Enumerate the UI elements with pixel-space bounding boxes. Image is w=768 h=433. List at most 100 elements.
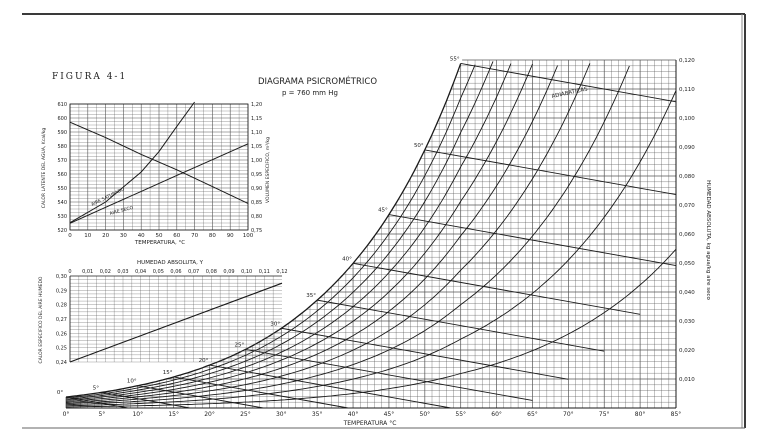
relative-humidity-curve: [65, 63, 512, 401]
main-ticks: 0° 5° 10° 15° 20° 25° 30° 35° 40° 45° 50° 55° 0° 5° 10…: [57, 56, 695, 418]
inset1-x-tick: 100: [243, 233, 254, 239]
inset2-x-tick: 0: [68, 269, 71, 275]
main-x-tick: 55°: [455, 411, 466, 418]
relative-humidity-curve: [65, 61, 494, 400]
saturation-temperature-label: 20°: [199, 358, 209, 364]
main-y-tick: 0,010: [679, 377, 695, 383]
adiabatic-line: [173, 376, 349, 409]
adiabatic-line: [388, 214, 677, 267]
inset1-right-tick: 1,20: [251, 102, 262, 108]
inset1-right-tick: 1,05: [251, 144, 262, 150]
inset1-left-tick: 540: [57, 200, 67, 206]
inset1-left-axis-label: CALOR LATENTE DEL AGUA, Kcal/kg: [41, 128, 47, 209]
inset2-grid: [69, 275, 282, 363]
inset1-left-tick: 600: [57, 116, 67, 122]
inset2-y-axis-label: CALOR ESPECIFICO DEL AIRE HUMEDO: [38, 276, 44, 363]
saturation-temperature-label: 55°: [450, 56, 460, 62]
main-y-tick: 0,040: [679, 290, 695, 296]
relative-humidity-curve: [66, 248, 677, 408]
inset2-y-tick: 0,27: [56, 317, 67, 323]
inset1-x-tick: 80: [209, 233, 216, 239]
main-x-tick: 40°: [348, 411, 359, 418]
inset2-y-tick: 0,30: [56, 274, 67, 280]
inset1-x-tick: 30: [120, 233, 127, 239]
adiabatic-line: [317, 299, 605, 352]
main-x-tick: 25°: [240, 411, 251, 418]
inset1-right-tick: 1,00: [251, 158, 262, 164]
inset1-x-tick: 50: [156, 233, 163, 239]
inset2-x-tick: 0,09: [223, 269, 234, 275]
inset1-x-tick: 90: [227, 233, 234, 239]
inset1-x-tick: 40: [138, 233, 145, 239]
adiabatic-line: [281, 327, 569, 380]
main-y-tick: 0,100: [679, 116, 695, 122]
main-y-tick: 0,120: [679, 58, 695, 64]
main-y-tick: 0,050: [679, 261, 695, 267]
saturation-temperature-label: 45°: [378, 208, 388, 214]
inset2-x-tick: 0,03: [117, 269, 128, 275]
psychrometric-chart: 0° 5° 10° 15° 20° 25° 30° 35° 40° 45° 50° 55° 0° 5° 10…: [57, 56, 711, 427]
main-x-tick: 50°: [420, 411, 431, 418]
inset1-right-tick: 0,85: [251, 200, 262, 206]
main-y-tick: 0,060: [679, 232, 695, 238]
saturation-temperature-label: 30°: [270, 321, 280, 327]
main-y-tick: 0,110: [679, 87, 695, 93]
inset2-x-tick: 0,01: [82, 269, 93, 275]
main-y-tick: 0,020: [679, 348, 695, 354]
inset1-series-line: [69, 143, 249, 224]
specific-heat-inset: 0 0,01 0,02 0,03 0,04 0,05 0,06 0,07 0,08 0,09 0,1…: [38, 260, 288, 366]
inset2-y-tick: 0,24: [56, 360, 67, 366]
adiabatic-line: [460, 63, 677, 103]
inset1-grid: [69, 103, 249, 231]
inset2-x-tick: 0,02: [100, 269, 111, 275]
inset1-left-tick: 610: [57, 102, 67, 108]
inset1-left-tick: 570: [57, 158, 67, 164]
inset1-left-tick: 560: [57, 172, 67, 178]
saturation-temperature-label: 35°: [306, 293, 316, 299]
saturation-temperature-label: 10°: [127, 379, 137, 385]
inset2-x-tick: 0,10: [241, 269, 252, 275]
main-subtitle: p = 760 mm Hg: [282, 89, 338, 97]
inset1-x-tick: 60: [173, 233, 180, 239]
inset2-x-tick: 0,08: [206, 269, 217, 275]
main-lines: [65, 60, 677, 409]
inset2-x-tick: 0,12: [276, 269, 287, 275]
main-x-tick: 70°: [563, 411, 574, 418]
inset1-right-tick: 0,95: [251, 172, 262, 178]
inset2-y-tick: 0,26: [56, 331, 67, 337]
main-y-tick: 0,070: [679, 203, 695, 209]
main-y-axis-label: HUMEDAD ABSOLUTA, kg agua/kg aire seco: [705, 180, 711, 300]
inset1-right-tick: 0,90: [251, 186, 262, 192]
inset2-y-tick: 0,25: [56, 346, 67, 352]
main-x-tick: 20°: [204, 411, 215, 418]
inset2-x-tick: 0,05: [153, 269, 164, 275]
relative-humidity-curve: [65, 64, 476, 399]
main-x-tick: 35°: [312, 411, 323, 418]
main-title: DIAGRAMA PSICROMÉTRICO: [258, 75, 377, 87]
main-y-tick: 0,090: [679, 145, 695, 151]
adiabatic-line: [137, 385, 264, 409]
figure-label: FIGURA 4-1: [52, 72, 127, 82]
inset2-series-line: [69, 282, 283, 363]
inset2-x-tick: 0,11: [259, 269, 270, 275]
inset1-x-axis-label: TEMPERATURA, °C: [134, 240, 185, 246]
main-x-tick: 45°: [384, 411, 395, 418]
main-x-tick: 30°: [276, 411, 287, 418]
inset1-x-tick: 10: [84, 233, 91, 239]
saturation-temperature-label: 5°: [93, 385, 99, 391]
inset2-x-tick: 0,06: [170, 269, 181, 275]
saturation-temperature-label: 0°: [57, 390, 63, 396]
saturation-temperature-label: 50°: [414, 143, 424, 149]
main-x-tick: 0°: [63, 411, 70, 418]
inset1-ticks: 0 10 20 30 40 50 60 70 80 90 100 610 600 590 580 570 560…: [57, 102, 262, 239]
inset1-series-line: [69, 101, 196, 224]
latent-heat-inset: 0 10 20 30 40 50 60 70 80 90 100 610 600 590 580 570 560…: [41, 101, 271, 246]
inset1-left-tick: 580: [57, 144, 67, 150]
adiabatic-line: [424, 149, 677, 196]
inset1-left-tick: 520: [57, 228, 67, 234]
main-x-tick: 85°: [671, 411, 682, 418]
relative-humidity-curve: [65, 65, 559, 403]
inset1-right-axis-label: VOLUMEN ESPECIFICO, m³/kg: [265, 137, 271, 203]
inset1-left-tick: 590: [57, 130, 67, 136]
inset1-x-tick: 20: [102, 233, 109, 239]
